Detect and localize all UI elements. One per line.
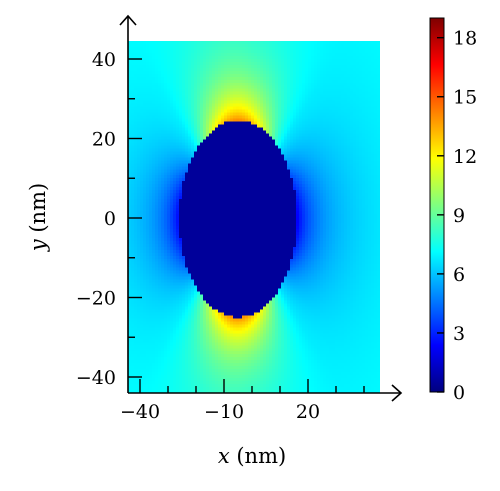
x-axis-arrow bbox=[391, 384, 403, 402]
colorbar-ticks: 0 3 6 9 12 15 18 bbox=[437, 28, 477, 404]
x-axis-var: x bbox=[218, 444, 230, 468]
x-axis-label: x (nm) bbox=[218, 444, 286, 468]
y-ticks: 40 20 0 −20 −40 bbox=[76, 49, 142, 389]
x-ticks: −40 −10 20 bbox=[120, 379, 365, 423]
colorbar-tick-label: 15 bbox=[453, 87, 477, 109]
y-tick-label: 0 bbox=[104, 208, 116, 230]
colorbar-tick-label: 6 bbox=[453, 264, 465, 286]
colorbar-tick-label: 0 bbox=[453, 382, 465, 404]
x-axis: −40 −10 20 x (nm) bbox=[120, 379, 403, 468]
x-tick-label: 20 bbox=[296, 401, 320, 423]
colorbar-tick-label: 18 bbox=[453, 28, 477, 50]
x-tick-label: −10 bbox=[204, 401, 244, 423]
y-axis-unit: (nm) bbox=[26, 183, 50, 240]
y-axis: 40 20 0 −20 −40 y (nm) bbox=[26, 14, 142, 393]
colorbar-tick-label: 12 bbox=[453, 146, 477, 168]
x-tick-label: −40 bbox=[120, 401, 160, 423]
colorbar-gradient bbox=[429, 17, 445, 393]
y-tick-label: 40 bbox=[92, 49, 116, 71]
y-axis-label: y (nm) bbox=[26, 183, 50, 252]
colorbar-tick-label: 3 bbox=[453, 323, 465, 345]
y-axis-var: y bbox=[26, 238, 50, 252]
colorbar: 0 3 6 9 12 15 18 bbox=[429, 17, 477, 404]
y-tick-label: −40 bbox=[76, 367, 116, 389]
y-tick-label: 20 bbox=[92, 129, 116, 151]
y-axis-arrow bbox=[119, 14, 137, 26]
heatmap-image bbox=[128, 41, 380, 393]
y-tick-label: −20 bbox=[76, 288, 116, 310]
colorbar-tick-label: 9 bbox=[453, 205, 465, 227]
x-axis-unit: (nm) bbox=[230, 444, 287, 468]
heatmap-plot-area bbox=[128, 41, 380, 393]
